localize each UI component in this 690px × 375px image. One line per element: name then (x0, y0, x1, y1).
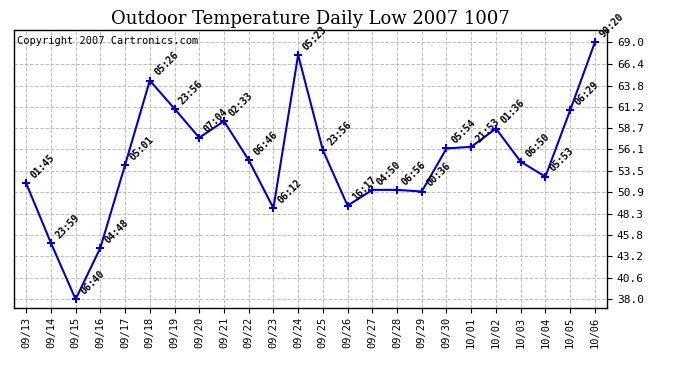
Text: 06:50: 06:50 (524, 131, 551, 159)
Text: 16:17: 16:17 (351, 175, 378, 203)
Text: 04:48: 04:48 (103, 217, 131, 245)
Text: 02:33: 02:33 (227, 90, 255, 118)
Text: 05:23: 05:23 (301, 24, 328, 52)
Text: 07:04: 07:04 (202, 107, 230, 135)
Text: 05:54: 05:54 (449, 118, 477, 146)
Text: 06:29: 06:29 (573, 80, 601, 108)
Text: 06:46: 06:46 (251, 129, 279, 157)
Text: 05:01: 05:01 (128, 134, 156, 162)
Text: Copyright 2007 Cartronics.com: Copyright 2007 Cartronics.com (17, 36, 198, 45)
Text: 23:59: 23:59 (54, 212, 81, 240)
Text: 06:12: 06:12 (276, 177, 304, 206)
Text: 01:36: 01:36 (499, 98, 526, 126)
Text: 23:56: 23:56 (326, 120, 353, 147)
Text: 05:53: 05:53 (548, 146, 576, 174)
Text: 21:53: 21:53 (474, 116, 502, 144)
Text: 06:56: 06:56 (400, 159, 428, 187)
Text: 05:26: 05:26 (152, 50, 180, 78)
Title: Outdoor Temperature Daily Low 2007 1007: Outdoor Temperature Daily Low 2007 1007 (111, 10, 510, 28)
Text: 23:56: 23:56 (177, 78, 205, 106)
Text: 06:40: 06:40 (79, 268, 106, 297)
Text: 04:50: 04:50 (375, 159, 403, 187)
Text: 90:20: 90:20 (598, 12, 625, 40)
Text: 01:45: 01:45 (29, 153, 57, 180)
Text: 00:36: 00:36 (424, 161, 453, 189)
